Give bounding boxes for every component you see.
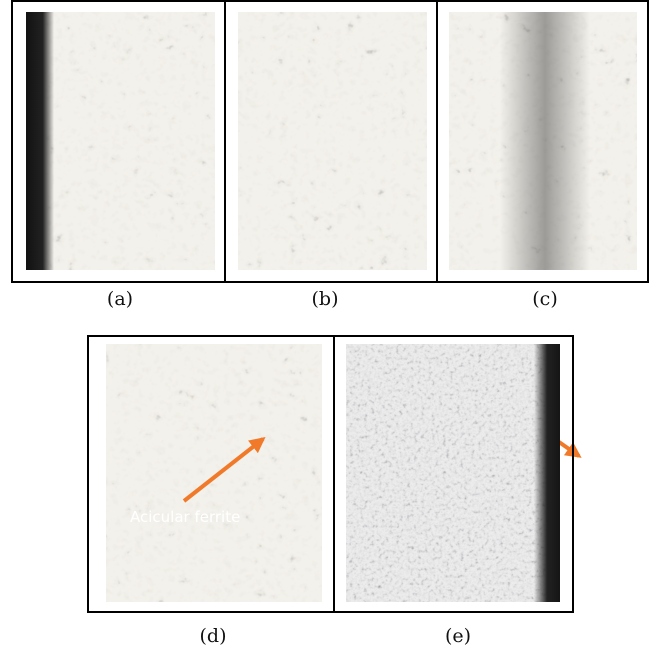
annotation: Acicular ferrite bbox=[130, 508, 240, 526]
micrograph-e bbox=[346, 344, 560, 602]
segregation-band bbox=[500, 12, 590, 270]
micrograph-b bbox=[238, 12, 427, 270]
specimen-edge bbox=[26, 12, 54, 270]
micrograph-d bbox=[106, 344, 322, 602]
caption: (d) bbox=[200, 625, 227, 647]
figure: Segregation band (a) (b) (c) Acicular fe… bbox=[0, 0, 660, 653]
micrograph-a bbox=[26, 12, 215, 270]
specimen-edge bbox=[534, 344, 560, 602]
caption: (a) bbox=[107, 288, 133, 310]
caption: (c) bbox=[532, 288, 557, 310]
caption: (e) bbox=[445, 625, 471, 647]
caption: (b) bbox=[312, 288, 339, 310]
